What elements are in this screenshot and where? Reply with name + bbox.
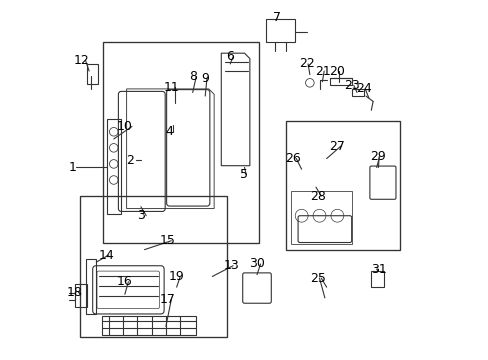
Text: 17: 17 (160, 293, 175, 306)
Text: 8: 8 (188, 70, 196, 83)
Bar (285, 121, 399, 249)
Text: 25: 25 (309, 272, 325, 285)
Text: 21: 21 (315, 64, 330, 77)
Text: 7: 7 (272, 11, 280, 24)
Text: 20: 20 (329, 64, 345, 77)
Text: 3: 3 (137, 209, 144, 222)
Text: 18: 18 (67, 286, 82, 299)
Text: 12: 12 (74, 54, 90, 67)
Text: 13: 13 (224, 259, 240, 272)
Bar (80, 196, 226, 337)
Text: 9: 9 (201, 72, 209, 85)
Text: 22: 22 (299, 57, 314, 71)
Text: 11: 11 (163, 81, 179, 94)
Text: 16: 16 (117, 275, 132, 288)
Text: 6: 6 (226, 50, 234, 63)
Text: 29: 29 (370, 150, 386, 163)
Text: 19: 19 (168, 270, 184, 283)
Text: 24: 24 (356, 82, 371, 95)
Text: 30: 30 (248, 257, 264, 270)
Text: 26: 26 (285, 152, 300, 165)
Text: 27: 27 (329, 140, 345, 153)
Text: 4: 4 (165, 125, 173, 138)
Text: 15: 15 (160, 234, 175, 247)
Text: 28: 28 (309, 190, 325, 203)
Text: 14: 14 (99, 248, 115, 261)
Text: 5: 5 (240, 168, 248, 181)
Bar (103, 42, 258, 243)
Text: 31: 31 (370, 263, 386, 276)
Text: 23: 23 (343, 79, 359, 92)
Text: 2: 2 (126, 154, 134, 167)
Text: 10: 10 (117, 120, 133, 133)
Text: 1: 1 (69, 161, 77, 174)
